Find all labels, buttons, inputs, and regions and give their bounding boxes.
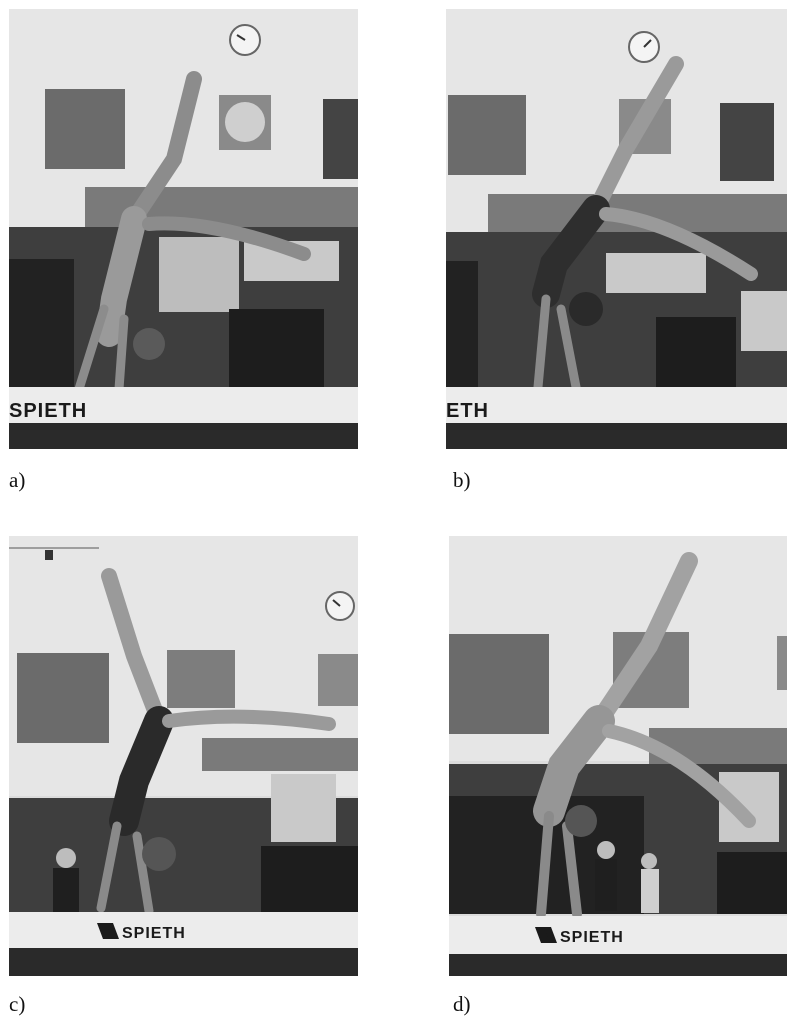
wall-poster <box>318 654 358 706</box>
beam-brand-label: SPIETH <box>9 400 87 422</box>
balance-beam <box>9 387 358 425</box>
wall-poster <box>17 653 109 743</box>
balance-beam <box>446 387 787 425</box>
wall-poster <box>449 634 549 734</box>
gymnastics-photo-d: SPIETH <box>449 536 787 976</box>
photo-panel-a: SPIETH <box>9 9 358 449</box>
balance-beam <box>9 912 358 950</box>
panel-caption-d: d) <box>453 992 471 1016</box>
gymnast-figure <box>96 568 336 916</box>
beam-brand-label: SPIETH <box>122 925 186 942</box>
photo-panel-c: SPIETH <box>9 536 358 976</box>
wall-poster <box>45 89 125 169</box>
beam-brand-label: ETH <box>446 400 489 422</box>
wall-poster <box>323 99 358 179</box>
photo-panel-b: ETH <box>446 9 787 449</box>
gymnastics-photo-c: SPIETH <box>9 536 358 976</box>
gymnast-figure <box>533 552 756 919</box>
brand-logo-icon <box>97 923 119 939</box>
wall-poster <box>167 650 235 708</box>
panel-caption-c: c) <box>9 992 26 1016</box>
wall-poster <box>448 95 526 175</box>
gymnastics-photo-a: SPIETH <box>9 9 358 449</box>
bystander-figure <box>53 848 79 912</box>
photo-panel-d: SPIETH <box>449 536 787 976</box>
balance-beam <box>449 916 787 956</box>
beam-brand-label: SPIETH <box>560 929 624 946</box>
bystander-figure <box>595 841 659 913</box>
gymnast-figure <box>74 71 311 394</box>
panel-caption-b: b) <box>453 468 471 492</box>
gymnastics-photo-b: ETH <box>446 9 787 449</box>
gymnast-figure <box>532 56 758 392</box>
brand-logo-icon <box>535 927 557 943</box>
wall-poster <box>720 103 774 181</box>
panel-caption-a: a) <box>9 468 26 492</box>
